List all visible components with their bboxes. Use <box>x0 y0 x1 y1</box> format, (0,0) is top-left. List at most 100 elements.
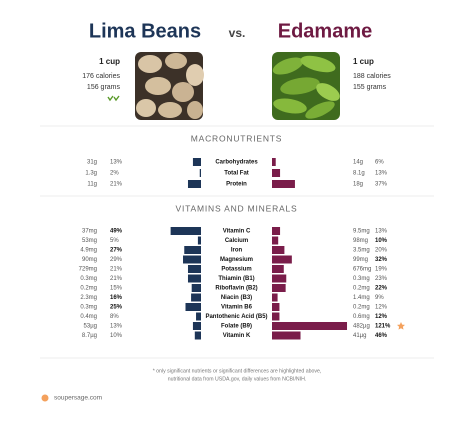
nutrient-name: Thiamin (B1) <box>218 276 254 282</box>
right-amount: 8.1g <box>353 171 365 177</box>
right-amount: 482µg <box>353 324 370 330</box>
section-title: VITAMINS AND MINERALS <box>176 203 298 213</box>
right-amount: 1.4mg <box>353 295 370 301</box>
nutrient-name: Niacin (B3) <box>221 295 252 301</box>
nutrient-name: Vitamin B6 <box>221 305 253 311</box>
left-amount: 11g <box>87 182 97 188</box>
right-bar <box>272 293 278 302</box>
right-percent: 46% <box>375 333 388 339</box>
right-bar <box>272 312 280 321</box>
right-bar <box>272 236 279 245</box>
right-percent: 32% <box>375 257 388 263</box>
right-bar <box>272 331 301 340</box>
right-percent: 6% <box>375 160 384 166</box>
left-percent: 21% <box>110 276 123 282</box>
left-amount: 53mg <box>82 238 97 244</box>
nutrient-name: Folate (B9) <box>221 324 252 330</box>
nutrient-name: Pantothenic Acid (B5) <box>205 314 267 320</box>
right-amount: 18g <box>353 182 363 188</box>
left-serving: 1 cup <box>99 57 120 66</box>
right-bar <box>272 158 276 166</box>
nutrient-name: Iron <box>231 248 243 254</box>
nutrient-name: Riboflavin (B2) <box>215 286 257 292</box>
right-percent: 20% <box>375 248 388 254</box>
right-percent: 22% <box>375 286 388 292</box>
left-amount: 1.3g <box>85 171 97 177</box>
left-bar <box>196 312 201 321</box>
right-calories: 188 calories <box>353 73 391 80</box>
nutrient-name: Vitamin K <box>223 333 251 339</box>
right-percent: 10% <box>375 238 388 244</box>
right-grams: 155 grams <box>353 84 387 91</box>
nutrient-name: Carbohydrates <box>215 160 258 166</box>
right-serving: 1 cup <box>353 57 374 66</box>
right-amount: 41µg <box>353 333 366 339</box>
left-amount: 8.7µg <box>82 333 97 339</box>
right-percent: 121% <box>375 324 391 330</box>
nutrient-name: Protein <box>226 182 247 188</box>
right-percent: 12% <box>375 314 388 320</box>
right-percent: 19% <box>375 267 388 273</box>
right-percent: 13% <box>375 171 388 177</box>
left-bar <box>199 169 201 177</box>
right-amount: 14g <box>353 160 363 166</box>
edamame-image <box>272 52 340 120</box>
right-bar <box>272 303 280 311</box>
left-amount: 37mg <box>82 229 97 235</box>
left-amount: 0.2mg <box>80 286 97 292</box>
left-percent: 10% <box>110 333 123 339</box>
footnote: nutritional data from USDA.gov, daily va… <box>168 376 307 382</box>
left-bar <box>192 158 201 166</box>
star-icon <box>397 322 405 330</box>
right-bar <box>272 255 292 264</box>
left-percent: 2% <box>110 171 119 177</box>
left-percent: 8% <box>110 314 119 320</box>
left-amount: 0.4mg <box>80 314 97 320</box>
right-bar <box>272 169 281 177</box>
nutrient-name: Vitamin C <box>223 229 251 235</box>
left-amount: 31g <box>87 160 97 166</box>
left-title: Lima Beans <box>89 20 201 42</box>
left-percent: 25% <box>110 305 123 311</box>
left-percent: 27% <box>110 248 123 254</box>
left-bar <box>191 284 201 292</box>
right-bar <box>272 227 281 235</box>
left-percent: 21% <box>110 267 123 273</box>
left-amount: 4.9mg <box>80 248 97 254</box>
right-bar <box>272 265 284 273</box>
left-calories: 176 calories <box>82 73 120 80</box>
right-amount: 9.5mg <box>353 229 370 235</box>
left-percent: 21% <box>110 182 123 188</box>
right-percent: 37% <box>375 182 388 188</box>
right-bar <box>272 284 286 292</box>
left-amount: 0.3mg <box>80 276 97 282</box>
left-grams: 156 grams <box>87 84 121 91</box>
check-icons <box>107 95 120 102</box>
left-bar <box>192 322 201 330</box>
left-bar <box>187 180 201 188</box>
left-amount: 729mg <box>79 267 97 273</box>
lima-image <box>135 52 204 120</box>
right-title: Edamame <box>278 20 373 42</box>
left-amount: 2.3mg <box>80 295 97 301</box>
right-amount: 0.3mg <box>353 276 370 282</box>
left-bar <box>191 293 201 302</box>
nutrient-name: Magnesium <box>220 257 253 263</box>
left-bar <box>187 274 201 283</box>
right-percent: 9% <box>375 295 384 301</box>
right-amount: 0.2mg <box>353 286 370 292</box>
right-percent: 12% <box>375 305 388 311</box>
left-bar <box>170 227 201 235</box>
left-amount: 0.3mg <box>80 305 97 311</box>
right-bar <box>272 322 348 330</box>
left-bar <box>197 236 201 245</box>
nutrient-name: Potassium <box>221 267 251 273</box>
versus: vs. <box>229 26 246 40</box>
left-percent: 15% <box>110 286 123 292</box>
nutrient-name: Calcium <box>225 238 248 244</box>
left-percent: 49% <box>110 229 123 235</box>
left-bar <box>185 303 201 311</box>
nutrient-name: Total Fat <box>224 171 249 177</box>
left-bar <box>183 255 201 264</box>
